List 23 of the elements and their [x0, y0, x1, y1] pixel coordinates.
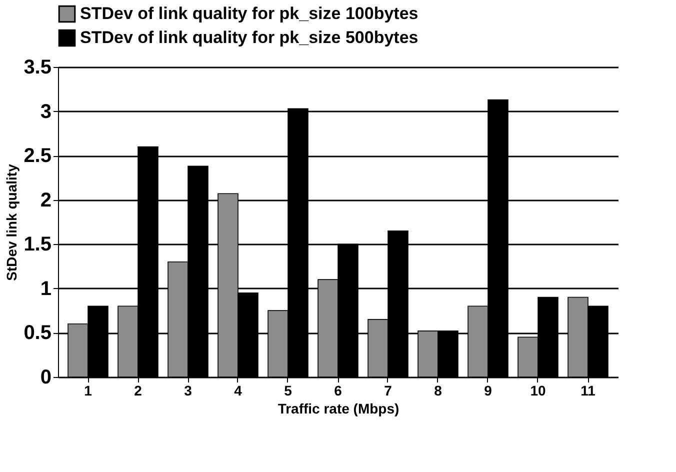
y-tick-label: 3.5	[24, 56, 52, 78]
x-tick-label: 11	[580, 382, 596, 398]
legend-label: STDev of link quality for pk_size 500bytes	[80, 28, 418, 47]
y-tick-label: 3	[40, 100, 52, 123]
x-tick-label: 9	[484, 382, 492, 398]
x-tick-label: 8	[434, 382, 442, 398]
legend-label: STDev of link quality for pk_size 100bytes	[80, 4, 418, 23]
x-tick-label: 3	[184, 382, 192, 398]
x-tick-label: 2	[134, 382, 142, 398]
y-tick-label: 2	[40, 189, 52, 212]
y-tick-label: 2.5	[24, 145, 52, 168]
x-axis-title: Traffic rate (Mbps)	[278, 400, 400, 416]
y-tick-label: 1	[40, 278, 52, 300]
y-tick-label: 0	[40, 366, 52, 388]
x-tick-label: 10	[530, 382, 546, 398]
y-axis-title: StDev link quality	[4, 164, 20, 281]
x-tick-label: 4	[234, 382, 242, 398]
x-tick-label: 5	[284, 382, 292, 398]
y-tick-label: 1.5	[24, 234, 52, 256]
x-tick-label: 7	[384, 382, 392, 398]
x-tick-label: 6	[334, 382, 342, 398]
y-tick-label: 0.5	[24, 322, 52, 344]
x-tick-label: 1	[84, 382, 92, 398]
